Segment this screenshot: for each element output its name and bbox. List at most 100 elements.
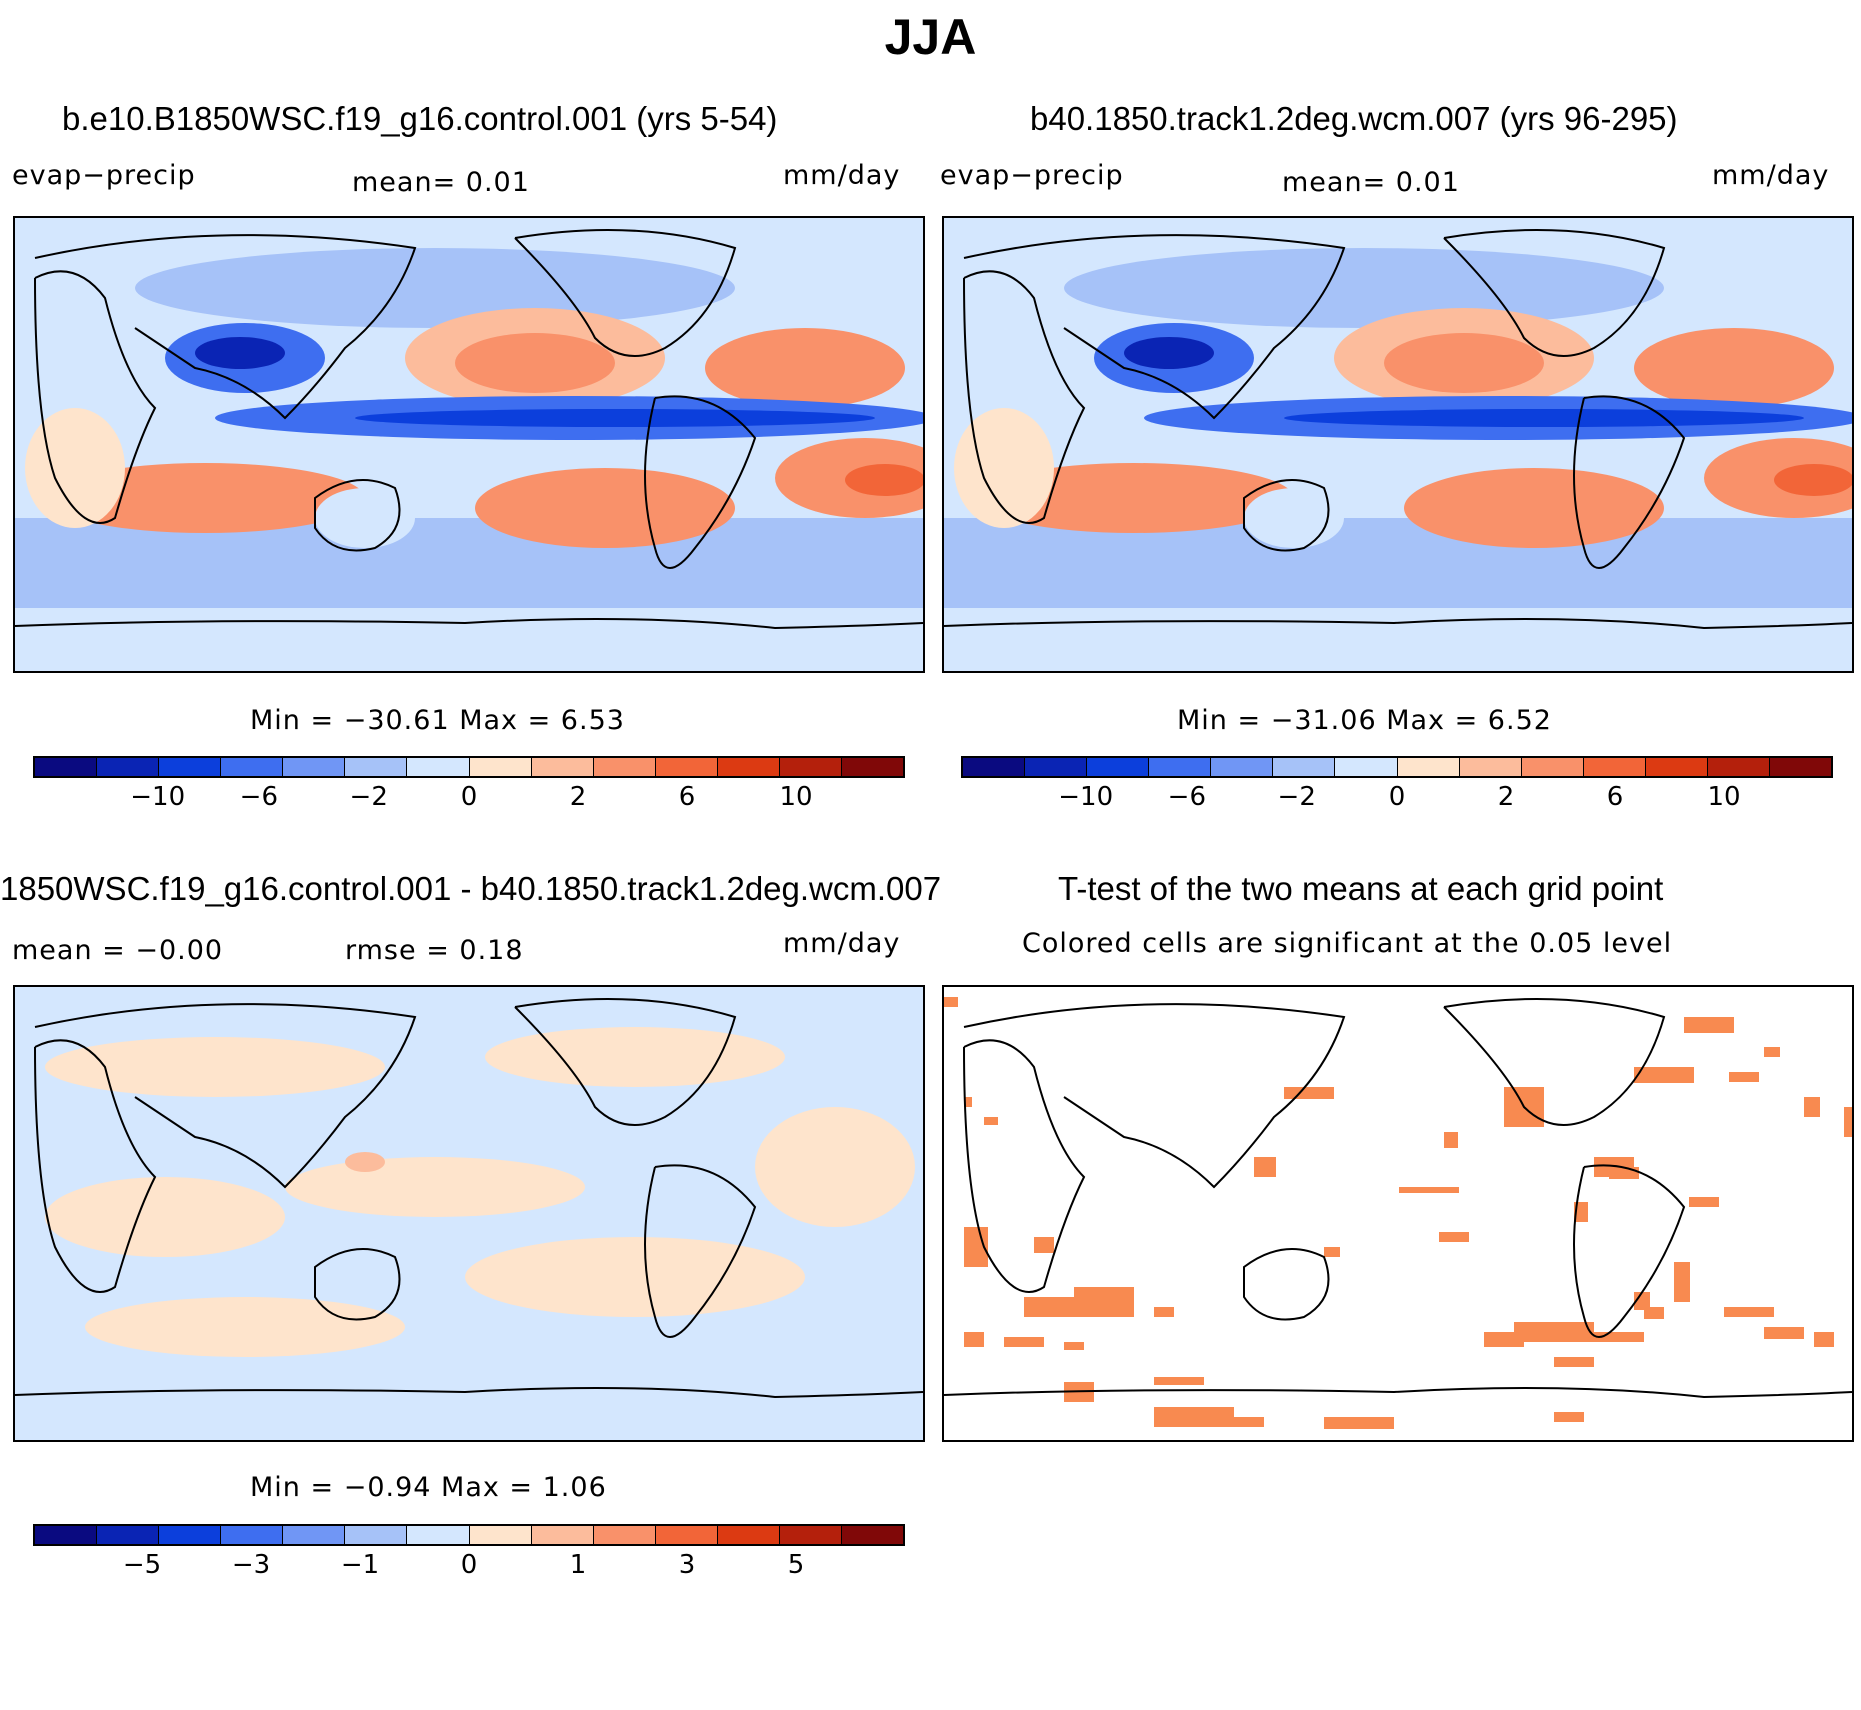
p3-cb-9: [531, 1526, 594, 1544]
p2-cb-8: [1397, 758, 1460, 776]
p3-pos-2: [485, 1027, 785, 1087]
p1-africa: [25, 408, 125, 528]
p1-cb-14: [842, 758, 904, 776]
panel4-subtitle: Colored cells are significant at the 0.0…: [1022, 928, 1673, 959]
p3-coast-samerica: [644, 1164, 757, 1338]
panel1-title: b.e10.B1850WSC.f19_g16.control.001 (yrs …: [62, 100, 778, 137]
p1-cb-11: [655, 758, 718, 776]
figure-title: JJA: [884, 9, 977, 65]
p4-coast-namerica: [1443, 998, 1666, 1126]
p1-cb-13: [779, 758, 843, 776]
p3-cb-10: [593, 1526, 656, 1544]
p3-pos-6: [85, 1297, 405, 1357]
p4-sig-20: [1674, 1262, 1690, 1302]
p1-sh-dry-io: [45, 463, 365, 533]
p4-sig-41: [1634, 1292, 1650, 1310]
p4-sig-19: [1439, 1232, 1469, 1242]
p2-cb-11: [1583, 758, 1646, 776]
p4-sig-7: [1399, 1187, 1459, 1193]
p2-tick-2: −6: [1167, 782, 1207, 812]
p1-coast-australia: [314, 479, 401, 552]
panel3-rmse: rmse = 0.18: [345, 935, 524, 966]
panel1-map: [13, 216, 925, 673]
p3-tick-6: 3: [678, 1550, 696, 1580]
p1-cb-9: [531, 758, 594, 776]
p1-tick-3: −2: [349, 782, 388, 812]
p1-coast-africa: [34, 270, 157, 524]
panel1-units: mm/day: [783, 160, 901, 191]
p1-cb-12: [717, 758, 780, 776]
p3-coast-antarctica: [15, 1387, 923, 1399]
p2-cb-5: [1211, 758, 1274, 776]
p1-tick-7: 10: [779, 782, 813, 812]
p2-monsoon-core: [1124, 337, 1214, 369]
p4-sig-16: [1609, 1167, 1639, 1179]
p1-monsoon-core: [195, 337, 285, 369]
p4-sig-34: [1514, 1322, 1594, 1342]
p1-cb-6: [345, 758, 408, 776]
panel1-mean: mean= 0.01: [352, 167, 530, 198]
p4-bg: [944, 987, 1852, 1440]
p4-sig-38: [1724, 1307, 1774, 1317]
p4-sig-25: [1074, 1287, 1134, 1317]
p4-sig-2: [964, 1097, 972, 1107]
p4-sig-27: [1064, 1342, 1084, 1350]
p2-coast-eurasia: [963, 234, 1346, 420]
p1-cb-3: [159, 758, 222, 776]
p4-sig-26: [1004, 1337, 1044, 1347]
p3-cb-6: [345, 1526, 408, 1544]
p2-cb-2: [1025, 758, 1088, 776]
panel3-map: [13, 985, 925, 1442]
p1-tick-1: −10: [130, 782, 186, 812]
p4-sig-21: [1324, 1247, 1340, 1257]
p3-pos-1: [45, 1037, 385, 1097]
p2-coast-antarctica: [944, 618, 1852, 630]
p3-cb-8: [469, 1526, 532, 1544]
p2-npac-dry2: [1384, 333, 1544, 393]
p2-cb-14: [1770, 758, 1832, 776]
p3-tick-3: −1: [340, 1550, 380, 1580]
p4-sig-32: [1154, 1407, 1234, 1427]
p2-africa: [954, 408, 1054, 528]
p3-cb-4: [221, 1526, 284, 1544]
panel2-units: mm/day: [1712, 160, 1830, 191]
p3-tick-5: 1: [569, 1550, 587, 1580]
p4-sig-28: [1154, 1307, 1174, 1317]
panel3-mean: mean = −0.00: [12, 935, 224, 966]
panel1-colorbar-ticks: −10 −6 −2 0 2 6 10: [33, 782, 905, 816]
p1-cb-4: [221, 758, 284, 776]
p2-south-band: [944, 518, 1852, 608]
p4-sig-13: [1684, 1017, 1734, 1033]
p2-cb-13: [1707, 758, 1771, 776]
p1-tick-5: 2: [569, 782, 587, 812]
p3-pos-8: [345, 1152, 385, 1172]
p1-cb-5: [283, 758, 346, 776]
p4-coast-australia: [1243, 1248, 1330, 1321]
p3-coast-africa: [34, 1039, 157, 1293]
p3-cb-3: [159, 1526, 222, 1544]
p1-cb-7: [407, 758, 470, 776]
p4-sig-3: [984, 1117, 998, 1125]
panel3-colorbar: [33, 1524, 905, 1546]
p2-tick-5: 2: [1497, 782, 1515, 812]
p1-cb-2: [97, 758, 160, 776]
p2-coast-africa: [963, 270, 1086, 524]
p4-coast-samerica: [1573, 1164, 1686, 1338]
p3-pos-7: [755, 1107, 915, 1227]
p4-sig-44: [1324, 1417, 1394, 1429]
p4-sig-4: [1284, 1087, 1334, 1099]
p1-npac-dry2: [455, 333, 615, 393]
p4-sig-23: [1034, 1237, 1054, 1253]
p2-sh-dry-atl-core: [1774, 464, 1852, 496]
p2-cb-6: [1273, 758, 1336, 776]
p4-sig-14: [1804, 1097, 1820, 1117]
p1-natl-dry: [705, 328, 905, 408]
p1-south-band: [15, 518, 923, 608]
p1-itcz-core: [355, 409, 875, 427]
p3-cb-7: [407, 1526, 470, 1544]
p2-cb-1: [963, 758, 1026, 776]
p2-cb-12: [1645, 758, 1708, 776]
p4-coast-eurasia: [963, 1003, 1346, 1189]
p3-cb-1: [35, 1526, 98, 1544]
panel1-variable: evap−precip: [12, 160, 196, 191]
